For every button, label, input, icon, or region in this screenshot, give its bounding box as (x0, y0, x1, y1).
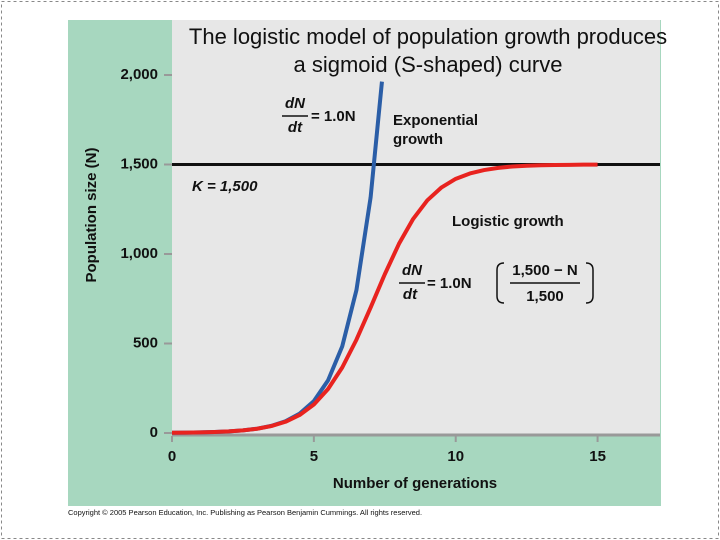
equation-numerator: dN (285, 95, 306, 112)
logistic-label: Logistic growth (452, 213, 564, 230)
paren-left (496, 262, 505, 304)
x-tick-label: 0 (168, 448, 176, 465)
chart-title: The logistic model of population growth … (189, 24, 667, 49)
paren-numerator: 1,500 − N (512, 262, 577, 279)
marks: 0 500 1,000 1,500 2,000 0 5 10 15 (120, 66, 660, 465)
chart-title: a sigmoid (S-shaped) curve (293, 52, 562, 77)
series-line (171, 162, 598, 435)
y-tick-label: 500 (133, 334, 158, 351)
equation-rhs: = 1.0N (427, 275, 472, 292)
paren-right (585, 262, 594, 304)
exponential-label: growth (393, 131, 443, 148)
x-tick-label: 10 (447, 448, 464, 465)
y-tick-label: 1,500 (120, 155, 158, 172)
equation-rhs: = 1.0N (311, 108, 356, 125)
copyright: Copyright © 2005 Pearson Education, Inc.… (68, 508, 422, 517)
x-tick-label: 15 (589, 448, 606, 465)
paren-denominator: 1,500 (526, 288, 564, 305)
plot-area (172, 20, 660, 435)
exponential-label: Exponential (393, 112, 478, 129)
equation-denominator: dt (403, 286, 418, 303)
y-tick-label: 0 (150, 424, 158, 441)
k-label: K = 1,500 (192, 178, 258, 195)
y-tick-label: 2,000 (120, 66, 158, 83)
x-axis-label: Number of generations (333, 475, 497, 492)
x-tick-label: 5 (310, 448, 318, 465)
y-tick-label: 1,000 (120, 245, 158, 262)
y-axis-label: Population size (N) (83, 147, 100, 282)
equation-numerator: dN (402, 262, 423, 279)
equation-denominator: dt (288, 119, 303, 136)
